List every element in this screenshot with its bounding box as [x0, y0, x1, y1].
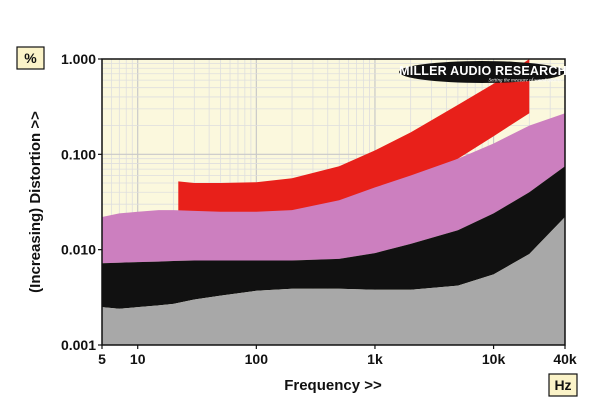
x-unit-label: Hz	[554, 377, 571, 393]
y-tick-label: 1.000	[61, 51, 96, 67]
x-tick-label: 5	[98, 351, 106, 367]
plot-frame	[101, 58, 566, 346]
y-tick-label: 0.100	[61, 146, 96, 162]
series-areas	[102, 59, 565, 345]
series-area-4	[102, 217, 565, 345]
logo-main-text: MILLER AUDIO RESEARCH	[399, 64, 567, 78]
series-area-1	[178, 59, 530, 220]
y-tick-label: 0.001	[61, 337, 96, 353]
series-area-2	[102, 113, 565, 264]
logo-sub-text: Setting the measure of sound quality	[489, 79, 563, 84]
miller-audio-research-logo: MILLER AUDIO RESEARCH Setting the measur…	[399, 61, 567, 84]
x-tick-label: 1k	[367, 351, 383, 367]
axis-ticks: 5 10 100 1k 10k 40k 0.001 0.010 0.100 1.000	[61, 51, 577, 367]
series-area-3	[102, 166, 565, 309]
x-tick-label: 10k	[482, 351, 506, 367]
y-unit-box: %	[16, 46, 45, 70]
y-axis-title: (Increasing) Distortion >>	[27, 111, 44, 293]
y-tick-label: 0.010	[61, 242, 96, 258]
x-unit-box: Hz	[548, 373, 578, 397]
x-tick-label: 10	[130, 351, 146, 367]
y-unit-label: %	[24, 50, 37, 66]
x-axis-title: Frequency >>	[284, 377, 382, 394]
x-tick-label: 40k	[553, 351, 577, 367]
x-tick-label: 100	[245, 351, 269, 367]
